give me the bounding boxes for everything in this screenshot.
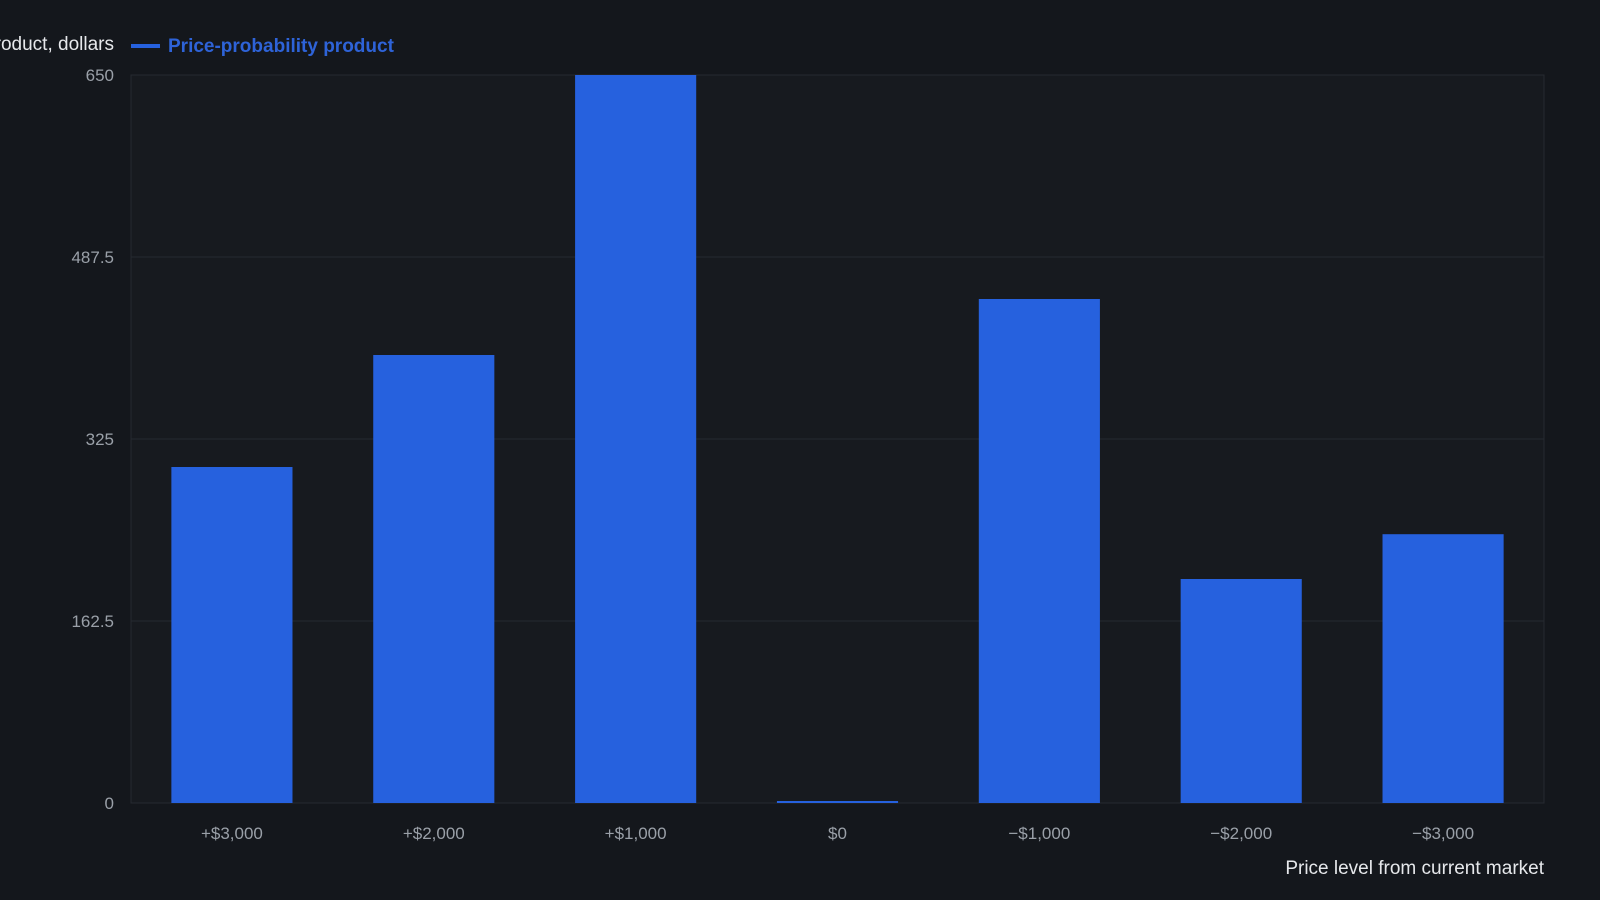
bars-group bbox=[171, 75, 1504, 803]
legend[interactable]: Price-probability product bbox=[131, 36, 395, 57]
bar[interactable] bbox=[575, 75, 697, 803]
bar[interactable] bbox=[1382, 534, 1504, 803]
bar[interactable] bbox=[978, 299, 1100, 803]
x-tick-label: −$2,000 bbox=[1210, 824, 1272, 843]
y-tick-label: 650 bbox=[86, 66, 114, 85]
x-tick-label: +$1,000 bbox=[605, 824, 667, 843]
bar[interactable] bbox=[1180, 579, 1302, 803]
y-tick-label: 325 bbox=[86, 430, 114, 449]
bar[interactable] bbox=[171, 467, 293, 803]
y-tick-label: 0 bbox=[105, 794, 114, 813]
x-tick-label: +$2,000 bbox=[403, 824, 465, 843]
bar[interactable] bbox=[373, 355, 495, 803]
x-tick-label: $0 bbox=[828, 824, 847, 843]
grid-lines bbox=[131, 256, 1544, 622]
bar[interactable] bbox=[776, 801, 899, 803]
x-tick-label: −$3,000 bbox=[1412, 824, 1474, 843]
x-tick-labels: +$3,000 +$2,000 +$1,000 $0 −$1,000 −$2,000 −$3… bbox=[201, 824, 1474, 843]
y-tick-label: 487.5 bbox=[71, 248, 114, 267]
y-tick-label: 162.5 bbox=[71, 612, 114, 631]
y-axis-title: Price-probability product, dollars bbox=[0, 34, 114, 55]
y-tick-labels: 0 162.5 325 487.5 650 bbox=[71, 66, 114, 813]
legend-label: Price-probability product bbox=[168, 36, 395, 57]
x-tick-label: −$1,000 bbox=[1008, 824, 1070, 843]
x-tick-label: +$3,000 bbox=[201, 824, 263, 843]
x-axis-title: Price level from current market bbox=[1285, 858, 1544, 879]
